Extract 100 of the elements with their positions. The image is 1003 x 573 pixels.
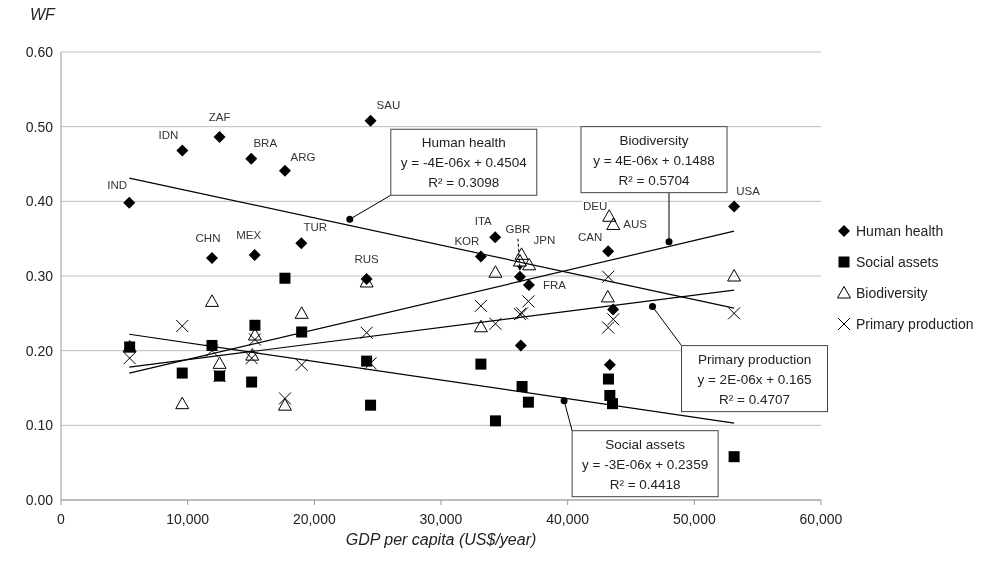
- point: [295, 358, 309, 372]
- point: [512, 254, 527, 267]
- point: [474, 299, 488, 313]
- annotation: Biodiversity y = 4E-06x + 0.1488 R² = 0.5704: [593, 132, 715, 188]
- point: [606, 312, 620, 326]
- annotation: ARG: [290, 150, 316, 163]
- point: [175, 396, 190, 410]
- y-tick-label: 0.20: [25, 342, 54, 359]
- x-tick-label: 40,000: [546, 511, 590, 527]
- point: [514, 247, 529, 260]
- annotation: MEX: [236, 229, 262, 242]
- annotation: SAU: [376, 98, 401, 111]
- annotation: Social assets y = -3E-06x + 0.2359 R² = 0.4418: [582, 436, 709, 492]
- point: [522, 396, 534, 408]
- annotation: ITA: [474, 215, 493, 228]
- x-tick-label: 60,000: [799, 511, 843, 527]
- annotation: JPN: [533, 234, 556, 247]
- point: [602, 209, 617, 222]
- point: [489, 415, 501, 427]
- point: [245, 152, 258, 165]
- annotation: AUS: [623, 218, 648, 231]
- legend-label: Social assets: [856, 254, 939, 270]
- y-tick-label: 0.00: [25, 492, 54, 508]
- annotation: ZAF: [208, 111, 231, 124]
- x-tick-label: 0: [57, 511, 66, 527]
- point: [488, 317, 502, 331]
- point: [727, 306, 741, 320]
- legend-label: Primary production: [856, 316, 974, 332]
- point: [245, 348, 260, 361]
- point: [473, 319, 488, 333]
- point: [294, 306, 309, 319]
- annotation: TUR: [303, 221, 328, 234]
- point: [278, 391, 292, 405]
- annotation: Primary production y = 2E-06x + 0.165 R² = 0.4707: [697, 351, 812, 407]
- point: [295, 237, 308, 250]
- point: [175, 319, 189, 333]
- point: [514, 339, 527, 352]
- x-tick-label: 50,000: [672, 511, 716, 527]
- point: [603, 358, 616, 371]
- point: [205, 344, 219, 358]
- point: [522, 278, 535, 291]
- point: [364, 114, 377, 127]
- point: [728, 200, 741, 213]
- point: [204, 294, 219, 307]
- point: [249, 319, 261, 331]
- y-axis-title: WF: [30, 6, 57, 23]
- y-tick-label: 0.40: [25, 193, 54, 210]
- point: [277, 398, 292, 411]
- annotation: USA: [736, 184, 761, 197]
- point: [278, 164, 291, 177]
- point: [360, 326, 374, 340]
- annotation: IDN: [158, 128, 179, 141]
- annotation: RUS: [354, 252, 380, 265]
- legend-label: Human health: [856, 223, 944, 239]
- annotation: KOR: [454, 234, 480, 247]
- x-tick-label: 10,000: [166, 511, 210, 527]
- point: [475, 358, 487, 370]
- y-tick-label: 0.30: [25, 268, 54, 284]
- y-tick-label: 0.50: [25, 118, 54, 135]
- point: [521, 294, 535, 308]
- point: [205, 252, 218, 265]
- point: [176, 144, 189, 157]
- y-tick-label: 0.10: [25, 417, 54, 434]
- point: [727, 269, 742, 282]
- point: [488, 265, 503, 278]
- point: [602, 373, 614, 385]
- point: [123, 351, 137, 365]
- annotation: CHN: [195, 232, 221, 245]
- x-tick-label: 20,000: [292, 511, 336, 527]
- annotation: CAN: [578, 231, 603, 244]
- point: [279, 272, 291, 284]
- point: [248, 249, 261, 262]
- point: [728, 451, 740, 463]
- point: [245, 351, 259, 365]
- point: [601, 270, 615, 284]
- annotation: IND: [107, 178, 128, 191]
- legend-label: Biodiversity: [856, 285, 928, 301]
- point: [600, 289, 615, 303]
- annotation: FRA: [542, 278, 567, 291]
- point: [606, 217, 621, 230]
- x-axis-title: GDP per capita (US$/year): [345, 531, 537, 548]
- annotation: Human health y = -4E-06x + 0.4504 R² = 0.3098: [400, 135, 528, 191]
- point: [246, 376, 258, 388]
- y-tick-label: 0.60: [25, 44, 54, 60]
- point: [489, 231, 502, 244]
- point: [212, 356, 227, 369]
- point: [513, 270, 526, 283]
- annotation: GBR: [505, 222, 531, 235]
- point: [516, 381, 528, 393]
- point: [601, 321, 615, 335]
- point: [602, 245, 615, 258]
- point: [123, 196, 136, 209]
- annotation: DEU: [583, 200, 608, 213]
- point: [296, 326, 308, 338]
- point: [176, 367, 188, 379]
- point: [474, 250, 487, 263]
- point: [248, 332, 262, 346]
- annotation: BRA: [253, 136, 278, 149]
- point: [365, 399, 377, 411]
- point: [522, 257, 537, 271]
